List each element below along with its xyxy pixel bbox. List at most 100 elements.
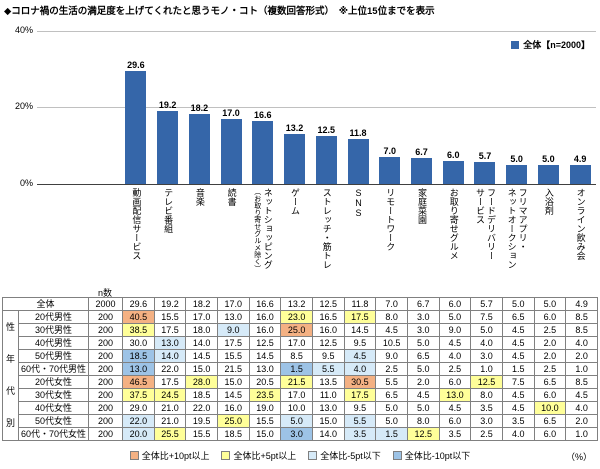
data-cell: 17.0 bbox=[280, 336, 313, 350]
threshold-legend: 全体比+10pt以上 全体比+5pt以上 全体比-5pt以下 全体比-10pt以下 bbox=[0, 449, 600, 462]
row-label: 60代・70代男性 bbox=[17, 362, 90, 376]
data-cell: 8.5 bbox=[565, 375, 598, 389]
category-slot: 読書 bbox=[215, 188, 247, 284]
data-cell: 5.0 bbox=[406, 401, 440, 415]
data-cell: 3.0 bbox=[406, 310, 440, 324]
data-cell: 5.0 bbox=[533, 297, 567, 311]
data-cell: 2.0 bbox=[565, 414, 598, 428]
bar-value-label: 29.6 bbox=[127, 59, 145, 70]
category-label-line: 読書 bbox=[226, 188, 237, 206]
bar-value-label: 7.0 bbox=[383, 146, 396, 157]
data-cell: 4.5 bbox=[375, 323, 408, 337]
data-cell: 1.5 bbox=[501, 362, 535, 376]
bar-slot: 6.7 bbox=[406, 31, 438, 184]
data-cell: 4.5 bbox=[501, 323, 535, 337]
data-cell: 14.5 bbox=[248, 349, 282, 363]
n-value: 200 bbox=[88, 414, 124, 428]
category-axis: 動画配信サービス テレビ番組 音楽 読書 ネットショッピング （お取り寄せグルメ除く） ゲー… bbox=[120, 188, 596, 284]
data-cell: 8.5 bbox=[565, 323, 598, 337]
bar bbox=[506, 164, 528, 184]
data-cell: 9.5 bbox=[343, 336, 377, 350]
data-cell: 8.5 bbox=[280, 349, 313, 363]
data-cell: 4.5 bbox=[343, 349, 377, 363]
data-cell: 4.5 bbox=[501, 401, 535, 415]
data-cell: 1.5 bbox=[280, 362, 313, 376]
data-cell: 25.5 bbox=[153, 427, 187, 441]
data-cell: 5.5 bbox=[375, 375, 408, 389]
row-group-header: 性年代別 bbox=[2, 310, 19, 441]
data-cell: 5.0 bbox=[406, 362, 440, 376]
category-label: フードデリバリー サービス bbox=[474, 188, 496, 284]
data-cell: 14.5 bbox=[343, 323, 377, 337]
data-cell: 4.9 bbox=[565, 297, 598, 311]
data-cell: 15.0 bbox=[311, 414, 345, 428]
y-axis-tick-20: 20% bbox=[14, 101, 33, 111]
category-slot: お取り寄せグルメ bbox=[437, 188, 469, 284]
data-cell: 12.5 bbox=[311, 336, 345, 350]
bar-slot: 18.2 bbox=[183, 31, 215, 184]
bar-slot: 11.8 bbox=[342, 31, 374, 184]
data-cell: 6.0 bbox=[533, 388, 567, 402]
data-cell: 16.0 bbox=[248, 310, 282, 324]
data-cell: 3.5 bbox=[470, 401, 503, 415]
row-label: 50代女性 bbox=[17, 414, 90, 428]
threshold-legend-label: 全体比+5pt以上 bbox=[233, 451, 297, 461]
row-label: 40代女性 bbox=[17, 401, 90, 415]
data-cell: 7.0 bbox=[375, 297, 408, 311]
bar-value-label: 5.0 bbox=[510, 153, 523, 164]
data-cell: 2.0 bbox=[533, 336, 567, 350]
data-cell: 13.0 bbox=[438, 388, 472, 402]
bar bbox=[315, 136, 337, 184]
n-value: 200 bbox=[88, 323, 124, 337]
threshold-legend-label: 全体比-5pt以下 bbox=[320, 451, 381, 461]
data-cell: 1.0 bbox=[565, 427, 598, 441]
bar-value-label: 16.6 bbox=[254, 109, 272, 120]
data-cell: 7.5 bbox=[470, 310, 503, 324]
row-group-header-char: 性 bbox=[5, 322, 15, 332]
data-cell: 2.5 bbox=[438, 362, 472, 376]
data-cell: 24.5 bbox=[153, 388, 187, 402]
gridline-20 bbox=[37, 107, 596, 108]
category-label-line: （お取り寄せグルメ除く） bbox=[253, 188, 261, 272]
data-cell: 38.5 bbox=[122, 323, 155, 337]
category-label-line: ネットオークション bbox=[506, 188, 517, 269]
category-label-line: ゲーム bbox=[290, 188, 301, 215]
bar-slot: 4.9 bbox=[564, 31, 596, 184]
threshold-swatch-icon bbox=[308, 451, 318, 460]
data-cell: 8.5 bbox=[565, 310, 598, 324]
category-label-line: お取り寄せグルメ bbox=[448, 188, 459, 260]
data-cell: 4.0 bbox=[470, 336, 503, 350]
chart-legend-label: 全体【n=2000】 bbox=[523, 40, 590, 50]
category-label: SNS bbox=[353, 188, 364, 284]
data-cell: 6.5 bbox=[406, 349, 440, 363]
bar bbox=[188, 114, 210, 184]
data-cell: 4.0 bbox=[438, 349, 472, 363]
data-cell: 5.0 bbox=[280, 414, 313, 428]
row-group-header-char: 別 bbox=[5, 418, 15, 428]
n-value: 2000 bbox=[88, 297, 124, 311]
category-label-line: 入浴剤 bbox=[543, 188, 554, 215]
data-cell: 12.5 bbox=[311, 297, 345, 311]
category-label-line: 音楽 bbox=[194, 188, 205, 206]
data-cell: 6.5 bbox=[375, 388, 408, 402]
data-cell: 14.0 bbox=[153, 349, 187, 363]
n-column-header: n数 bbox=[97, 288, 112, 298]
category-label: 読書 bbox=[226, 188, 237, 284]
data-cell: 5.7 bbox=[470, 297, 503, 311]
data-cell: 3.5 bbox=[501, 414, 535, 428]
bar-value-label: 11.8 bbox=[349, 127, 367, 138]
category-slot: 家庭菜園 bbox=[406, 188, 438, 284]
n-value: 200 bbox=[88, 375, 124, 389]
bar bbox=[569, 165, 591, 184]
row-label: 30代男性 bbox=[17, 323, 90, 337]
data-cell: 29.6 bbox=[122, 297, 155, 311]
category-label: フリマアプリ・ ネットオークション bbox=[506, 188, 528, 284]
data-cell: 17.5 bbox=[343, 388, 377, 402]
bar-value-label: 18.2 bbox=[190, 103, 209, 114]
category-label-line: フードデリバリー bbox=[485, 188, 496, 260]
bar-value-label: 19.2 bbox=[158, 99, 177, 110]
category-label: テレビ番組 bbox=[162, 188, 173, 284]
bar-slot: 5.0 bbox=[501, 31, 533, 184]
threshold-legend-item: 全体比+10pt以上 bbox=[129, 449, 209, 462]
category-label-line: フリマアプリ・ bbox=[517, 188, 528, 251]
